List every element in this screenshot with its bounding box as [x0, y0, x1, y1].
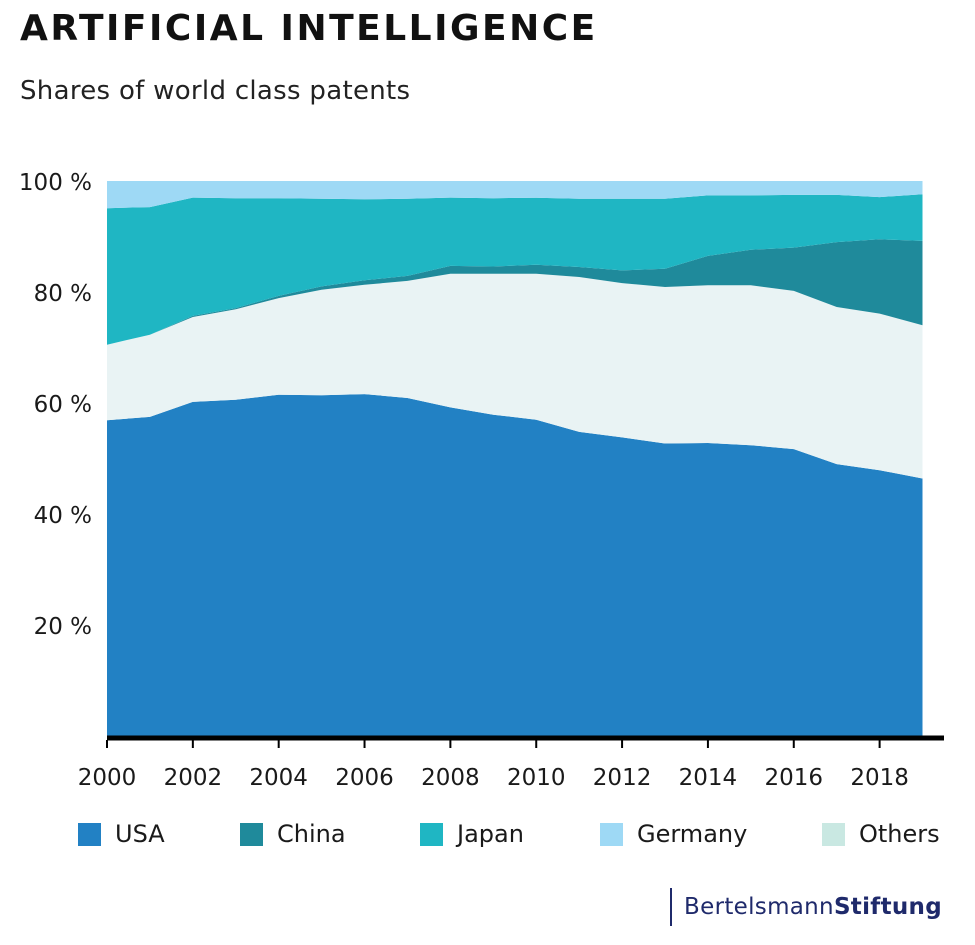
y-tick-label: 40 %: [34, 503, 92, 529]
legend-label: Japan: [457, 820, 524, 848]
legend-swatch: [822, 822, 845, 846]
legend-label: Others: [859, 820, 940, 848]
x-tick-label: 2002: [164, 765, 223, 791]
area-china: [107, 239, 923, 345]
x-tick-label: 2018: [850, 765, 909, 791]
x-tick-label: 2006: [335, 765, 394, 791]
x-tick-label: 2004: [249, 765, 308, 791]
x-tick-label: 2014: [679, 765, 738, 791]
x-tick-label: 2008: [421, 765, 480, 791]
y-tick-label: 20 %: [34, 614, 92, 640]
legend-swatch: [78, 822, 101, 846]
x-axis: 2000 2002 2004 2006 2008 2010 2012 2014 2016 2018: [78, 735, 944, 791]
brand-name-part2: Stiftung: [833, 894, 942, 920]
area-usa: [107, 394, 923, 736]
legend-item-germany: Germany: [600, 820, 747, 848]
legend-swatch: [240, 822, 263, 846]
stacked-area-chart: 20 %40 %60 %80 %100 % 2000 2002 2004 2006 20…: [19, 170, 944, 791]
chart-legend: USA China Japan Germany Others: [0, 820, 975, 860]
legend-swatch: [600, 822, 623, 846]
legend-label: China: [277, 820, 346, 848]
brand-logo: Bertelsmann Stiftung: [670, 888, 942, 926]
area-others: [107, 273, 923, 479]
legend-item-usa: USA: [78, 820, 165, 848]
y-axis-ticks: 20 % 40 % 60 % 80 % 100 %: [19, 170, 92, 640]
x-tick-label: 2000: [78, 765, 137, 791]
y-tick-label: 80 %: [34, 281, 92, 307]
y-tick-label: 100 %: [19, 170, 92, 196]
legend-swatch: [420, 822, 443, 846]
legend-item-japan: Japan: [420, 820, 524, 848]
brand-name-part1: Bertelsmann: [684, 894, 834, 920]
legend-item-others: Others: [822, 820, 940, 848]
area-japan: [107, 194, 923, 345]
area-series-group: [107, 181, 923, 736]
x-tick-label: 2012: [593, 765, 652, 791]
legend-item-china: China: [240, 820, 346, 848]
legend-label: Germany: [637, 820, 748, 848]
y-tick-label: 60 %: [34, 392, 92, 418]
area-germany: [107, 181, 923, 209]
x-tick-label: 2016: [764, 765, 823, 791]
legend-label: USA: [115, 820, 165, 848]
chart-title: ARTIFICIAL INTELLIGENCE: [20, 8, 598, 49]
chart-subtitle: Shares of world class patents: [20, 76, 411, 106]
x-tick-label: 2010: [507, 765, 566, 791]
